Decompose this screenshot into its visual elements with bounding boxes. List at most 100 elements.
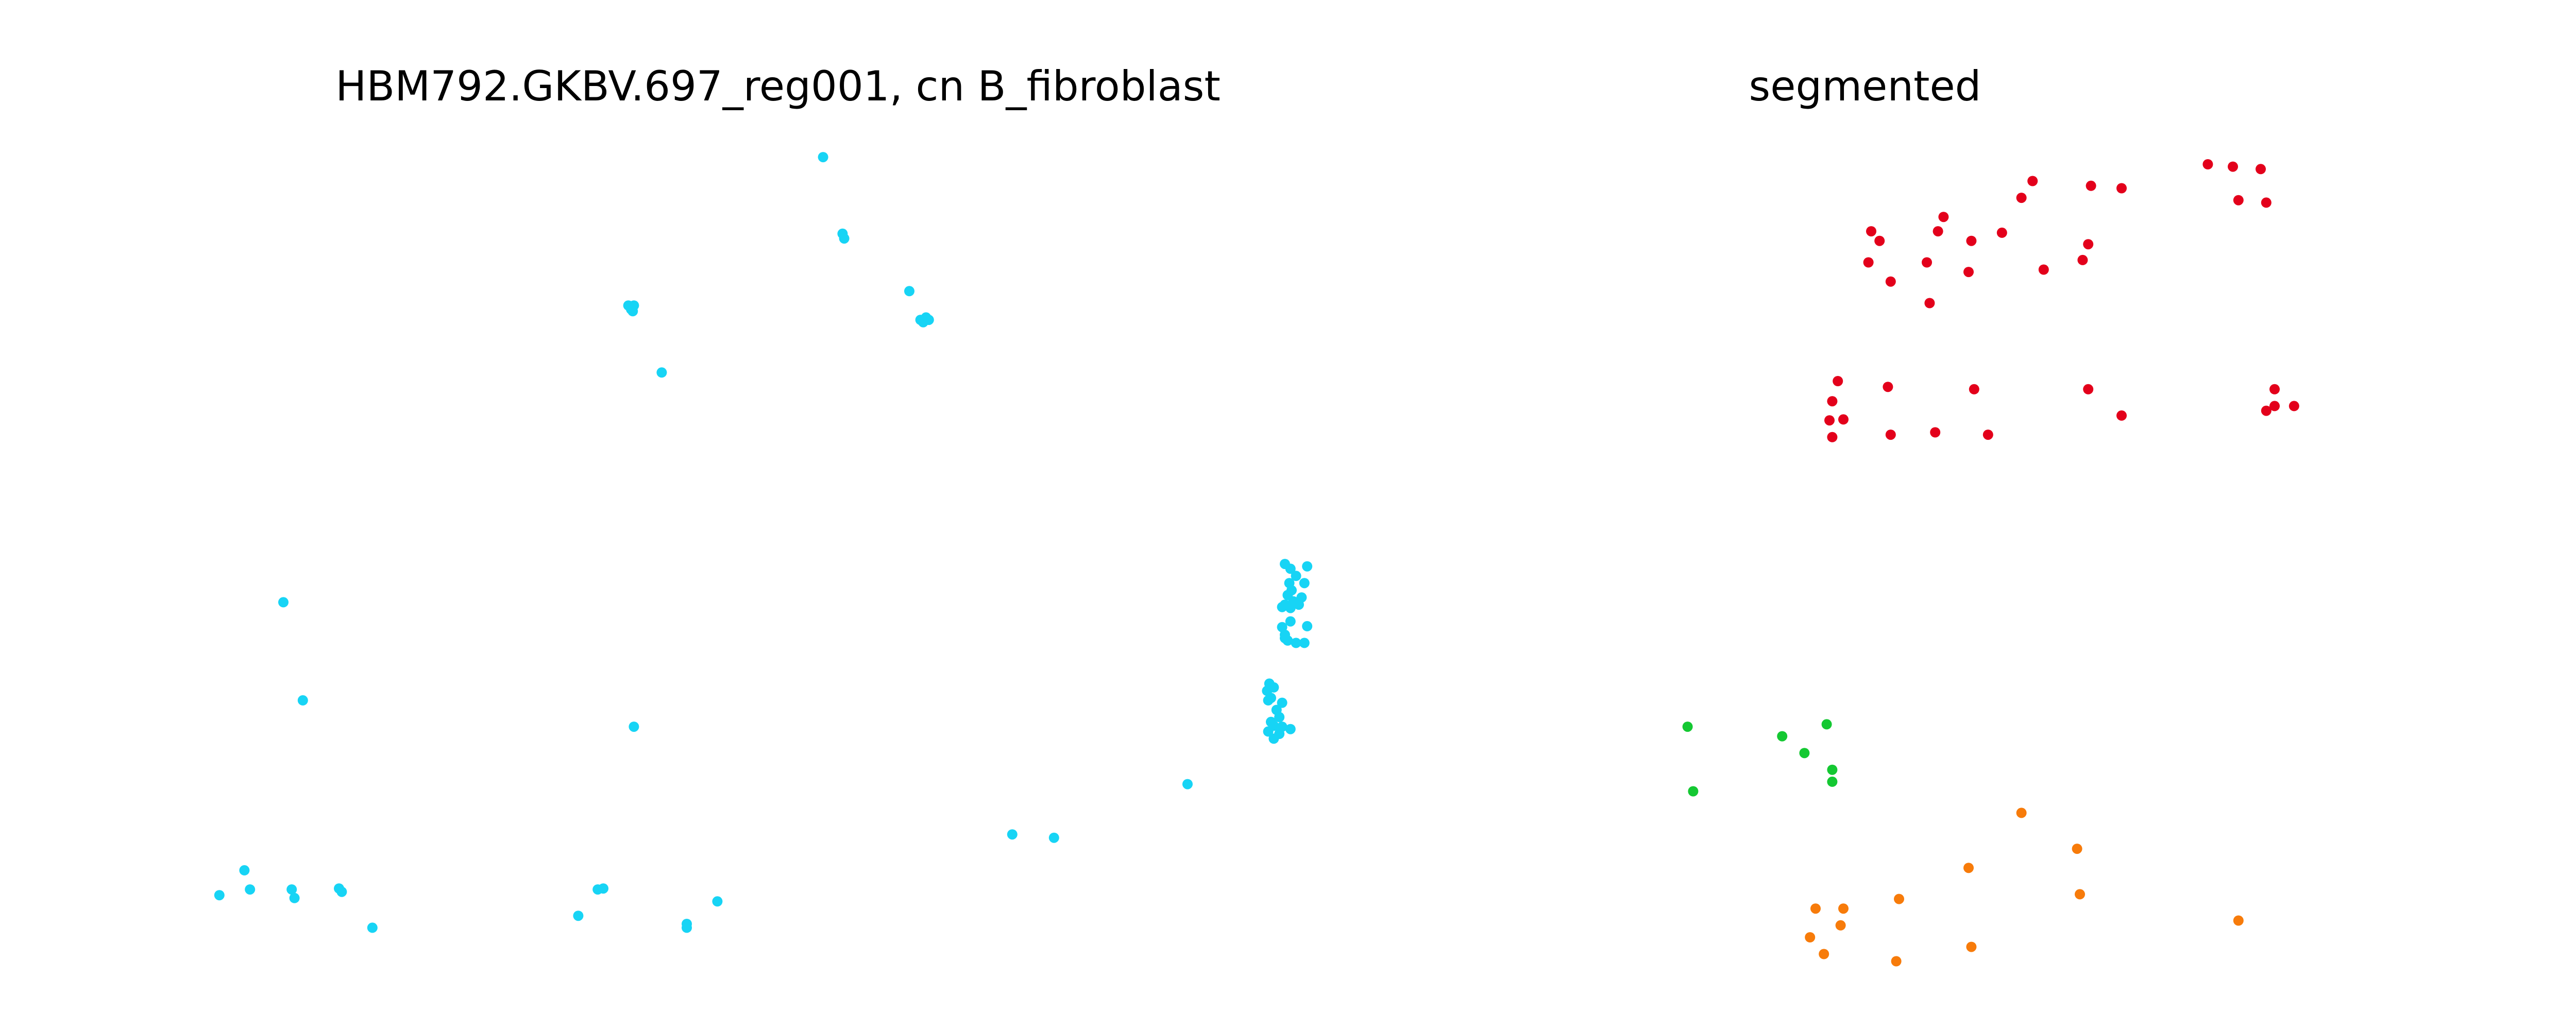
scatter-point-0-0-53	[1263, 726, 1274, 737]
scatter-point-0-0-44	[1277, 697, 1287, 708]
scatter-point-0-0-29	[1299, 578, 1310, 589]
scatter-point-0-0-50	[1285, 724, 1296, 734]
scatter-point-0-0-60	[286, 884, 297, 895]
scatter-point-0-0-19	[1291, 571, 1301, 581]
scatter-point-1-0-13	[1966, 235, 1977, 246]
scatter-point-0-0-55	[1007, 829, 1018, 840]
scatter-point-1-1-1	[1777, 731, 1788, 742]
scatter-point-0-0-37	[1302, 621, 1313, 631]
scatter-point-1-0-26	[2083, 384, 2094, 394]
scatter-point-1-0-29	[2269, 401, 2280, 411]
scatter-point-1-0-15	[2083, 239, 2094, 250]
scatter-point-1-0-23	[1833, 376, 1843, 386]
scatter-point-1-2-6	[1835, 920, 1846, 931]
scatter-point-1-0-16	[1863, 257, 1874, 268]
scatter-point-1-2-11	[1891, 956, 1902, 967]
scatter-point-1-0-18	[2038, 264, 2049, 275]
scatter-point-1-0-32	[1827, 396, 1838, 407]
scatter-point-1-0-9	[1938, 212, 1949, 222]
scatter-point-1-0-7	[2116, 183, 2127, 194]
scatter-point-0-0-61	[289, 892, 300, 903]
scatter-point-1-0-3	[2261, 197, 2272, 208]
scatter-point-0-0-46	[1274, 712, 1285, 723]
scatter-point-1-0-27	[2269, 384, 2280, 394]
scatter-point-0-0-7	[923, 315, 934, 325]
scatter-point-1-2-3	[1894, 894, 1904, 904]
scatter-point-0-0-70	[712, 896, 723, 907]
scatter-point-1-1-2	[1799, 748, 1810, 759]
scatter-point-1-2-2	[1963, 863, 1974, 873]
scatter-point-0-0-15	[297, 695, 308, 706]
scatter-point-1-2-12	[1819, 949, 1829, 959]
scatter-point-1-0-8	[2016, 193, 2027, 203]
scatter-point-1-0-30	[2261, 405, 2272, 416]
scatter-point-1-0-0	[2202, 159, 2213, 169]
scatter-point-0-0-0	[818, 152, 828, 163]
scatter-point-1-1-5	[1827, 776, 1838, 787]
scatter-point-1-0-35	[1930, 427, 1941, 438]
scatter-point-1-2-0	[2016, 808, 2027, 818]
scatter-point-0-0-57	[239, 865, 250, 876]
scatter-point-1-0-12	[1996, 227, 2007, 238]
scatter-point-1-2-10	[1966, 941, 1977, 952]
scatter-point-0-0-13	[656, 367, 667, 378]
scatter-point-0-0-30	[1302, 561, 1313, 572]
scatter-point-0-0-64	[367, 922, 378, 933]
scatter-point-0-0-25	[1277, 602, 1287, 612]
scatter-point-0-0-58	[214, 890, 225, 901]
scatter-point-1-0-19	[1963, 267, 1974, 278]
right-panel-title: segmented	[1749, 62, 1981, 110]
scatter-point-0-0-56	[1048, 832, 1059, 843]
scatter-point-1-0-37	[1824, 415, 1835, 426]
scatter-point-1-2-9	[2233, 915, 2244, 926]
scatter-point-1-0-31	[2116, 410, 2127, 421]
scatter-point-1-2-7	[1805, 932, 1816, 942]
scatter-point-0-0-31	[1285, 616, 1296, 627]
scatter-point-1-2-5	[1838, 903, 1849, 914]
scatter-point-0-0-38	[1299, 638, 1310, 648]
scatter-point-1-0-10	[1866, 226, 1876, 237]
scatter-point-1-2-4	[1810, 903, 1821, 914]
scatter-point-0-0-18	[1285, 563, 1296, 574]
scatter-point-0-0-2	[839, 233, 850, 244]
scatter-point-0-0-14	[278, 597, 289, 608]
scatter-point-1-0-6	[2086, 180, 2096, 191]
scatter-point-1-0-5	[2027, 176, 2038, 186]
right-scatter-plot	[1682, 159, 2299, 967]
scatter-point-1-0-34	[1885, 430, 1896, 440]
scatter-point-1-0-20	[2077, 254, 2088, 265]
scatter-point-0-0-36	[1291, 638, 1301, 648]
scatter-point-0-0-54	[1182, 779, 1193, 789]
scatter-point-1-0-14	[1874, 235, 1885, 246]
scatter-point-1-0-28	[2289, 401, 2299, 411]
scatter-point-0-0-67	[573, 911, 584, 921]
scatter-point-1-2-8	[2075, 889, 2085, 900]
scatter-point-0-0-52	[1268, 733, 1279, 744]
scatter-point-1-0-24	[1883, 382, 1893, 392]
scatter-point-0-0-12	[626, 304, 636, 315]
left-panel-title: HBM792.GKBV.697_reg001, cn B_fibroblast	[335, 62, 1221, 110]
scatter-point-1-0-25	[1969, 384, 1979, 394]
scatter-point-1-0-11	[1933, 226, 1943, 237]
scatter-point-0-0-26	[1285, 603, 1296, 613]
scatter-point-1-0-21	[1885, 276, 1896, 287]
scatter-point-1-0-38	[1827, 432, 1838, 442]
scatter-point-0-0-63	[336, 886, 347, 897]
scatter-point-1-0-22	[1924, 298, 1935, 308]
scatter-point-1-0-2	[2256, 164, 2266, 175]
scatter-point-0-0-66	[598, 883, 608, 894]
scatter-point-1-0-1	[2228, 161, 2238, 172]
scatter-point-1-1-0	[1682, 722, 1693, 732]
scatter-point-1-1-6	[1688, 786, 1699, 797]
scatter-point-0-0-59	[245, 884, 256, 895]
scatter-point-1-1-4	[1827, 764, 1838, 775]
scatter-point-0-0-69	[682, 922, 692, 933]
scatter-point-0-0-3	[904, 286, 914, 297]
left-scatter-plot	[214, 152, 1313, 933]
scatter-point-0-0-35	[1280, 633, 1290, 644]
scatter-point-1-0-4	[2233, 195, 2244, 205]
scatter-point-0-0-43	[1263, 695, 1274, 706]
scatter-point-1-1-3	[1821, 719, 1832, 730]
scatter-point-0-0-28	[1296, 592, 1307, 603]
